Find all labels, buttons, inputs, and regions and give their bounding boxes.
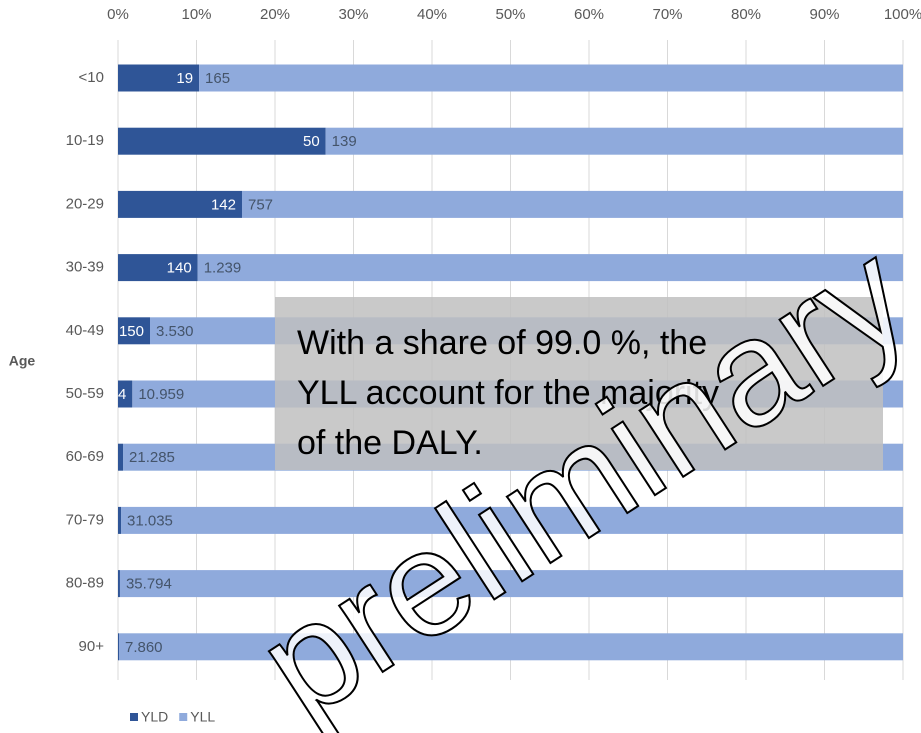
y-tick-label: 60-69 <box>66 448 104 465</box>
bar-segment <box>325 127 903 155</box>
bar-segment <box>118 633 904 661</box>
value-label: 140 <box>167 260 192 277</box>
x-tick-label: 60% <box>574 6 604 23</box>
x-tick-label: 90% <box>809 6 839 23</box>
y-tick-label: 20-29 <box>66 195 104 212</box>
bar-segment <box>118 127 326 155</box>
legend-swatch <box>130 713 138 721</box>
value-label: 204 <box>101 386 126 403</box>
x-tick-label: 70% <box>652 6 682 23</box>
x-tick-label: 80% <box>731 6 761 23</box>
value-label: 35.794 <box>126 576 172 593</box>
bar-segment <box>241 190 903 218</box>
value-label: 165 <box>205 70 230 87</box>
value-label: 21.285 <box>129 449 175 466</box>
x-tick-label: 100% <box>884 6 921 23</box>
bar-segment <box>197 254 903 282</box>
bar-segment <box>118 443 124 471</box>
value-label: 150 <box>119 323 144 340</box>
legend-label: YLL <box>190 709 215 725</box>
value-label: 10.959 <box>138 386 184 403</box>
value-label: 19 <box>176 70 193 87</box>
y-tick-label: 80-89 <box>66 575 104 592</box>
bar-segment <box>118 633 119 661</box>
x-tick-label: 0% <box>107 6 129 23</box>
value-label: 1.239 <box>204 260 242 277</box>
bar-segment <box>118 317 150 345</box>
x-tick-label: 40% <box>417 6 447 23</box>
x-tick-label: 10% <box>181 6 211 23</box>
y-tick-label: 40-49 <box>66 322 104 339</box>
y-tick-label: 70-79 <box>66 511 104 528</box>
bar-segment <box>119 570 903 598</box>
bar-segment <box>118 254 198 282</box>
x-tick-label: 50% <box>495 6 525 23</box>
value-label: 3.530 <box>156 323 194 340</box>
bar-segment <box>118 506 122 534</box>
x-tick-label: 30% <box>338 6 368 23</box>
value-label: 31.035 <box>127 512 173 529</box>
bar-segment <box>121 506 904 534</box>
y-tick-label: 30-39 <box>66 259 104 276</box>
value-label: 50 <box>303 133 320 150</box>
bar-segment <box>118 190 242 218</box>
bar-segment <box>118 570 120 598</box>
value-label: 139 <box>332 133 357 150</box>
y-tick-label: 10-19 <box>66 132 104 149</box>
value-label: 7.860 <box>125 639 163 656</box>
x-tick-label: 20% <box>260 6 290 23</box>
value-label: 757 <box>248 196 273 213</box>
legend-label: YLD <box>141 709 168 725</box>
bar-segment <box>199 64 903 92</box>
y-tick-label: 50-59 <box>66 385 104 402</box>
annotation-text: YLL account for the majority <box>297 374 719 412</box>
bar-segment <box>118 380 133 408</box>
y-tick-label: <10 <box>79 69 104 86</box>
annotation-text: of the DALY. <box>297 424 483 462</box>
annotation-text: With a share of 99.0 %, the <box>297 324 707 362</box>
y-axis-label: Age <box>9 353 36 369</box>
bar-segment <box>118 64 200 92</box>
legend-swatch <box>179 713 188 721</box>
value-label: 142 <box>211 196 236 213</box>
y-tick-label: 90+ <box>79 638 105 655</box>
annotation-box <box>275 297 883 470</box>
